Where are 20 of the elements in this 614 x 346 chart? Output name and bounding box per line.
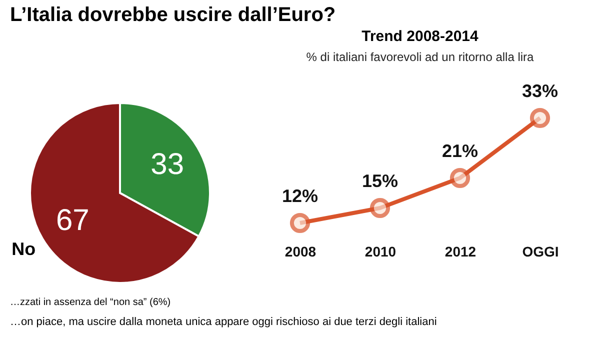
x-tick-label: 2012 (444, 244, 476, 260)
text: …on piace, ma uscire dalla moneta unica appare oggi rischioso ai due terzi degli italiani (10, 316, 437, 328)
text: …zzati in assenza del “non sa” (6%) (10, 297, 171, 308)
data-label: 33 (150, 148, 184, 182)
chart-title: Trend 2008-2014 (362, 28, 480, 45)
point (370, 198, 390, 218)
x-tick-label: 2008 (284, 244, 316, 260)
point (530, 108, 550, 128)
chart-title: L’Italia dovrebbe uscire dall’Euro? (10, 4, 336, 26)
data-label: 15% (362, 171, 398, 191)
chart-subtitle: % di italiani favorevoli ad un ritorno alla lira (306, 50, 534, 64)
data-label: 67 (56, 204, 90, 237)
point (450, 168, 470, 188)
data-label: 12% (282, 186, 318, 206)
point (290, 212, 310, 234)
x-tick-label: OGGI (522, 244, 559, 260)
data-label: 21% (442, 141, 478, 161)
data-label: 33% (522, 81, 558, 101)
x-tick-label: 2010 (364, 244, 396, 260)
slice-label: No (12, 239, 36, 260)
